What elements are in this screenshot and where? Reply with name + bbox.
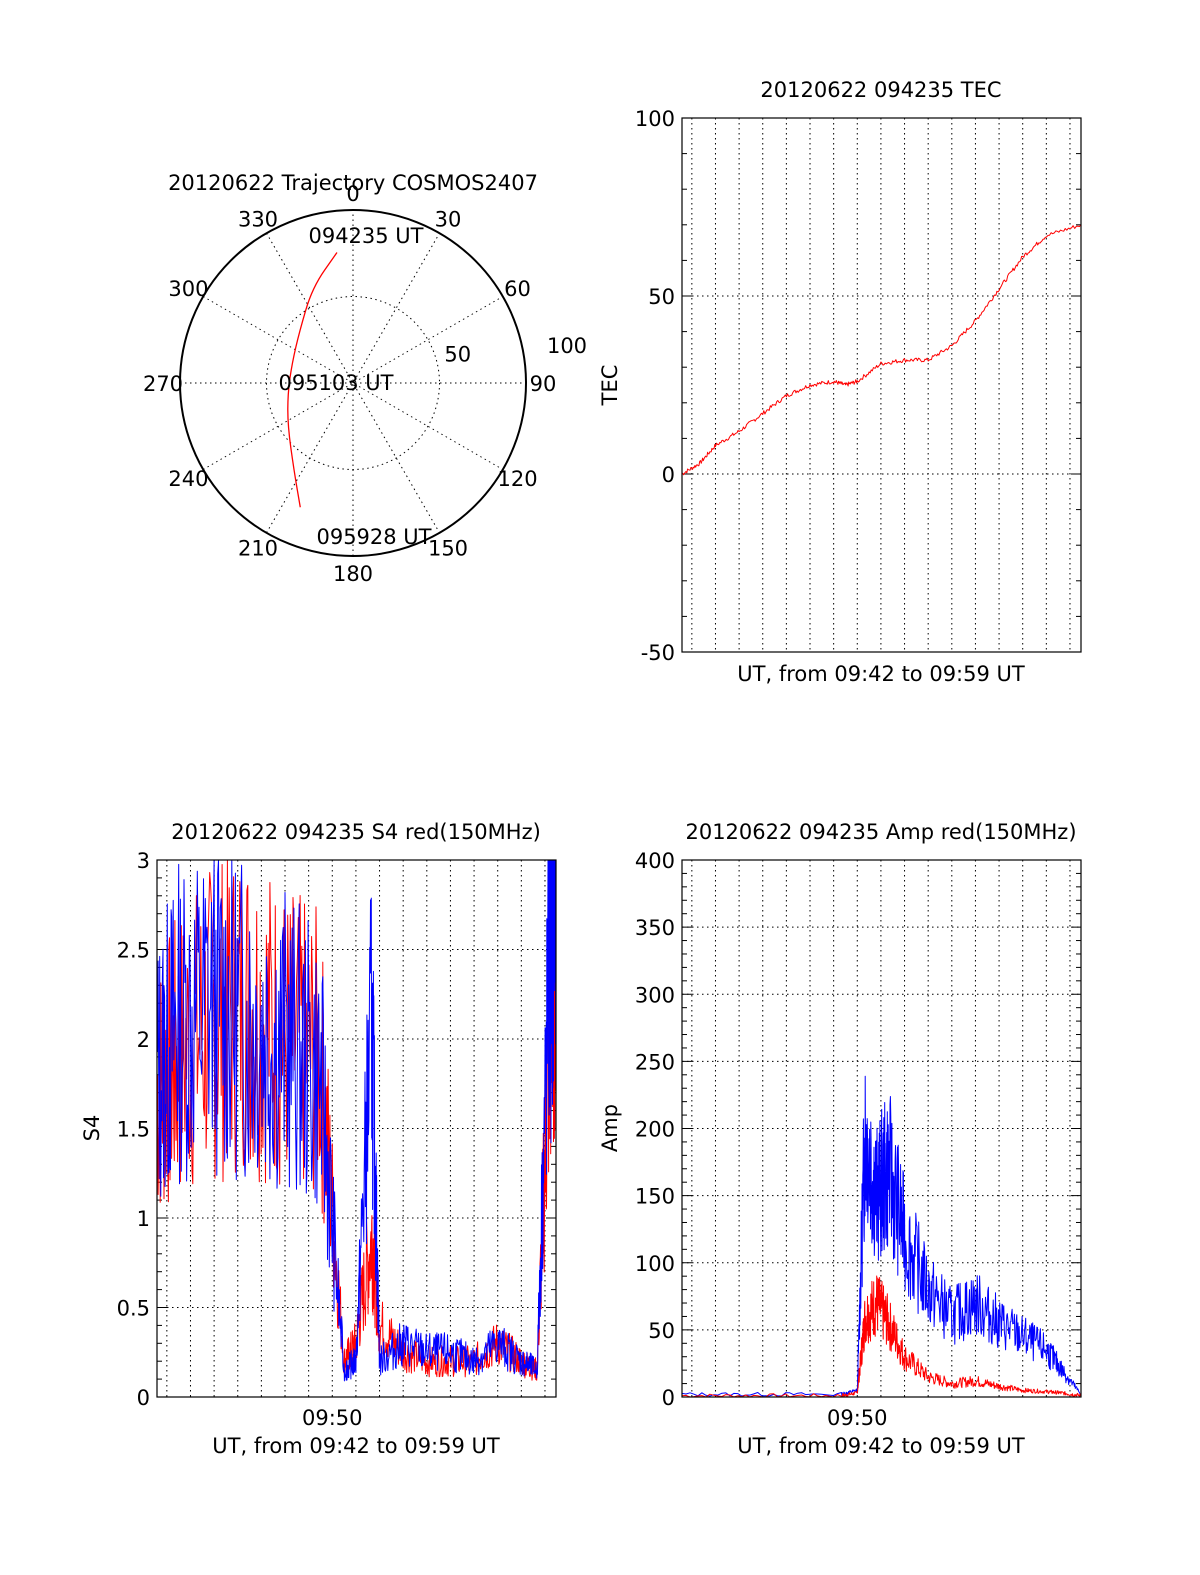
amp-ytick-label: 250	[635, 1050, 675, 1074]
amp-xtick-label: 09:50	[827, 1406, 888, 1430]
amp-ytick-label: 400	[635, 849, 675, 873]
s4-ytick-label: 2.5	[117, 939, 150, 963]
s4-xtick-label: 09:50	[302, 1406, 363, 1430]
polar-azimuth-label-210: 210	[238, 537, 278, 561]
trajectory-polar-plot: 20120622 Trajectory COSMOS2407 0 30 60 90 12…	[143, 171, 587, 586]
amp-series-red	[681, 1275, 1082, 1398]
amp-ytick-label: 300	[635, 983, 675, 1007]
s4-series-blue	[156, 859, 557, 1382]
s4-title: 20120622 094235 S4 red(150MHz)	[171, 820, 541, 844]
amp-ytick-label: 350	[635, 916, 675, 940]
polar-azimuth-label-330: 330	[238, 207, 278, 231]
polar-azimuth-label-180: 180	[333, 562, 373, 586]
polar-azimuth-label-300: 300	[168, 277, 208, 301]
amp-series-blue	[681, 1075, 1082, 1397]
amp-ytick-label: 200	[635, 1118, 675, 1142]
amp-title: 20120622 094235 Amp red(150MHz)	[685, 820, 1076, 844]
tec-ytick-label: 50	[648, 285, 675, 309]
amp-ytick-label: 50	[648, 1319, 675, 1343]
tec-ylabel: TEC	[598, 365, 622, 407]
tec-series-red	[681, 224, 1082, 476]
polar-annotation-start: 094235 UT	[308, 224, 423, 248]
amp-xlabel: UT, from 09:42 to 09:59 UT	[737, 1434, 1025, 1458]
amp-ytick-label: 150	[635, 1185, 675, 1209]
s4-ytick-label: 2	[137, 1028, 150, 1052]
tec-xlabel: UT, from 09:42 to 09:59 UT	[737, 662, 1025, 686]
polar-azimuth-label-240: 240	[168, 467, 208, 491]
s4-xlabel: UT, from 09:42 to 09:59 UT	[212, 1434, 500, 1458]
tec-line-chart: 20120622 094235 TEC UT, from 09:42 to 09…	[598, 78, 1082, 686]
polar-radius-label-100: 100	[547, 334, 587, 358]
tec-ytick-label: -50	[641, 641, 675, 665]
s4-ytick-label: 1	[137, 1207, 150, 1231]
polar-azimuth-label-150: 150	[428, 537, 468, 561]
s4-line-chart: 20120622 094235 S4 red(150MHz) UT, from …	[80, 820, 557, 1458]
s4-ytick-label: 0	[137, 1386, 150, 1410]
s4-ytick-label: 1.5	[117, 1118, 150, 1142]
s4-ytick-label: 3	[137, 849, 150, 873]
polar-title: 20120622 Trajectory COSMOS2407	[168, 171, 538, 195]
amp-frame	[681, 859, 1082, 1398]
trajectory-line	[287, 252, 338, 508]
polar-azimuth-label-30: 30	[435, 207, 462, 231]
s4-ylabel: S4	[80, 1115, 104, 1142]
polar-azimuth-label-90: 90	[530, 372, 557, 396]
polar-azimuth-label-270: 270	[143, 372, 183, 396]
polar-radius-label-50: 50	[444, 342, 471, 366]
s4-frame	[156, 859, 557, 1398]
amp-ylabel: Amp	[598, 1104, 622, 1152]
polar-annotation-end: 095928 UT	[316, 525, 431, 549]
tec-title: 20120622 094235 TEC	[760, 78, 1001, 102]
tec-ytick-label: 100	[635, 107, 675, 131]
tec-frame	[681, 117, 1082, 653]
tec-ytick-label: 0	[662, 463, 675, 487]
polar-azimuth-label-60: 60	[504, 277, 531, 301]
amp-ytick-label: 0	[662, 1386, 675, 1410]
amp-ytick-label: 100	[635, 1252, 675, 1276]
polar-azimuth-label-0: 0	[346, 182, 359, 206]
amp-line-chart: 20120622 094235 Amp red(150MHz) UT, from…	[598, 820, 1082, 1458]
polar-annotation-mid: 095103 UT	[278, 371, 393, 395]
polar-azimuth-label-120: 120	[497, 467, 537, 491]
s4-ytick-label: 0.5	[117, 1297, 150, 1321]
